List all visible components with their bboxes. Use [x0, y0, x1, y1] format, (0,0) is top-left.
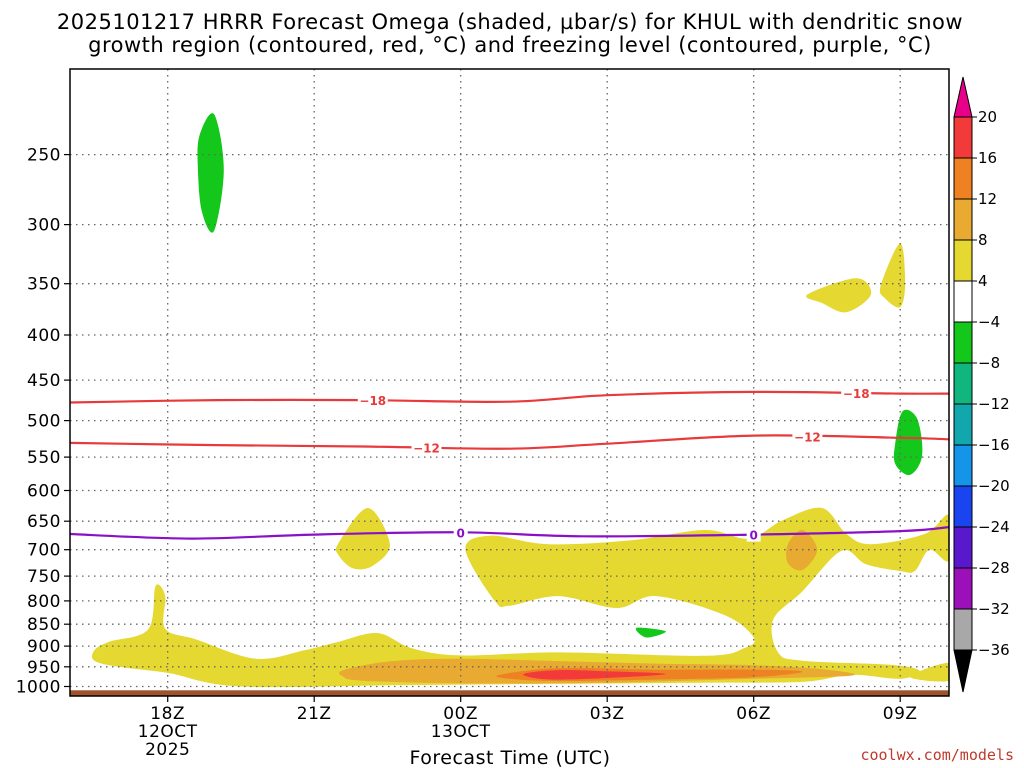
colorbar-swatch — [953, 239, 973, 282]
colorbar-arrow-bottom — [953, 649, 973, 693]
x-tick-year: 2025 — [145, 740, 190, 760]
x-tick-label: 06Z — [736, 704, 771, 724]
colorbar-label: −20 — [978, 477, 1010, 495]
dgz-top-line — [70, 390, 949, 404]
dgz-bottom-label-bg — [411, 439, 442, 455]
dgz-bottom-label: −12 — [794, 430, 821, 444]
colorbar-swatch — [953, 444, 973, 487]
colorbar-label: −24 — [978, 518, 1010, 536]
y-tick-label: 450 — [27, 371, 61, 391]
dgz-bottom-label: −12 — [413, 442, 440, 456]
x-tick-label: 03Z — [590, 704, 625, 724]
colorbar-label: −12 — [978, 395, 1010, 413]
colorbar-label: 12 — [978, 190, 997, 208]
y-axis: 2503003504004505005506006507007508008509… — [16, 146, 70, 698]
colorbar-label: 16 — [978, 149, 997, 167]
x-tick-label: 21Z — [297, 704, 332, 724]
ground-band — [70, 690, 949, 696]
y-tick-label: 1000 — [16, 678, 61, 698]
plot-frame — [69, 68, 950, 697]
colorbar-label: −28 — [978, 559, 1010, 577]
colorbar-label: 8 — [978, 231, 988, 249]
dgz-top-label-bg — [841, 385, 872, 401]
dgz-top-label-bg — [357, 392, 388, 408]
y-tick-label: 300 — [27, 216, 61, 236]
y-tick-label: 850 — [27, 615, 61, 635]
grid — [70, 69, 949, 696]
colorbar-label: −32 — [978, 600, 1010, 618]
dgz-top-label: −18 — [359, 394, 386, 408]
upward-cell-small — [635, 627, 666, 638]
sinking-cell-21z — [335, 507, 390, 570]
freezing-level-label: 0 — [750, 529, 758, 543]
y-tick-label: 650 — [27, 512, 61, 532]
y-tick-label: 400 — [27, 326, 61, 346]
sinking-8-cell — [786, 529, 818, 571]
y-tick-label: 600 — [27, 482, 61, 502]
dgz-bottom-label-bg — [792, 428, 823, 444]
x-tick-label: 18Z — [150, 704, 185, 724]
colorbar-label: 4 — [978, 272, 988, 290]
y-tick-label: 700 — [27, 541, 61, 561]
x-tick-label: 00Z — [443, 704, 478, 724]
colorbar-label: −36 — [978, 641, 1010, 659]
chart-title-line2: growth region (contoured, red, °C) and f… — [88, 33, 932, 57]
colorbar: 20 16 12 8 4 −4 −8 −12 −16 −20 −24 −28 −32 −36 — [953, 76, 1010, 693]
colorbar-arrow-top — [953, 76, 973, 118]
credit-text: coolwx.com/models — [860, 746, 1014, 764]
freezing-level-label-bg — [453, 524, 468, 540]
sinking-right-sliver — [909, 662, 949, 682]
colorbar-swatch — [953, 403, 973, 446]
colorbar-swatch — [953, 280, 973, 323]
y-tick-label: 250 — [27, 146, 61, 166]
colorbar-swatch — [953, 567, 973, 610]
y-tick-label: 750 — [27, 567, 61, 587]
sinking-low-main — [91, 507, 949, 688]
y-tick-label: 350 — [27, 275, 61, 295]
colorbar-swatch — [953, 198, 973, 241]
x-tick-label: 09Z — [883, 704, 918, 724]
colorbar-swatch — [953, 362, 973, 405]
x-tick-date: 13OCT — [431, 722, 491, 742]
y-tick-label: 900 — [27, 637, 61, 657]
colorbar-label: 20 — [978, 108, 997, 126]
x-axis-label: Forecast Time (UTC) — [410, 747, 611, 768]
colorbar-swatch — [953, 321, 973, 364]
freezing-level-label-bg — [746, 526, 761, 542]
y-tick-label: 800 — [27, 592, 61, 612]
freezing-level-label: 0 — [457, 526, 465, 540]
sinking-upper-right — [879, 243, 906, 308]
y-tick-label: 500 — [27, 412, 61, 432]
colorbar-label: −4 — [978, 313, 1000, 331]
upward-cell-right — [893, 409, 923, 476]
colorbar-label: −8 — [978, 354, 1000, 372]
colorbar-swatch — [953, 485, 973, 528]
sinking-mid-right — [806, 278, 872, 313]
dgz-bottom-line — [70, 434, 949, 450]
colorbar-swatch — [953, 116, 973, 159]
y-tick-label: 950 — [27, 658, 61, 678]
contours: −18 −18 −12 −12 0 0 — [70, 385, 949, 543]
colorbar-swatch — [953, 526, 973, 569]
dgz-top-label: −18 — [843, 387, 870, 401]
freezing-level-line — [70, 526, 949, 540]
y-tick-label: 550 — [27, 448, 61, 468]
x-tick-date: 12OCT — [138, 722, 198, 742]
colorbar-label: −16 — [978, 436, 1010, 454]
sinking-16-core — [523, 670, 666, 680]
chart-title-line1: 2025101217 HRRR Forecast Omega (shaded, … — [57, 10, 963, 34]
omega-shading — [91, 113, 949, 688]
upward-cell-upper — [197, 113, 224, 233]
colorbar-swatch — [953, 608, 973, 651]
colorbar-swatch — [953, 157, 973, 200]
